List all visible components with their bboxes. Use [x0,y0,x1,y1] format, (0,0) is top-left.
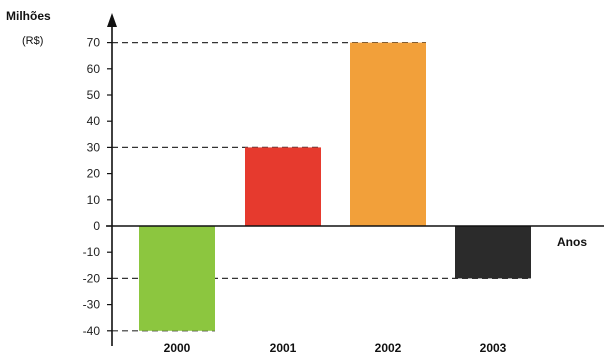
y-tick-label: 70 [87,36,101,50]
axes [106,13,604,346]
x-tick-label: 2002 [375,341,402,355]
bar-2003 [455,226,531,279]
y-axis-unit: (R$) [22,35,43,47]
y-tick-label: 60 [87,62,101,76]
y-tick-label: 0 [93,219,100,233]
y-tick-label: -20 [83,271,101,285]
y-tick-label: 30 [87,140,101,154]
bars [139,42,531,331]
y-ticks: -40 -30 -20 -10 0 10 20 30 40 50 60 70 [83,36,112,338]
y-tick-label: 10 [87,193,101,207]
y-axis-title: Milhões [6,9,51,23]
y-tick-label: -10 [83,245,101,259]
y-tick-label: 40 [87,114,101,128]
bar-2000 [139,226,215,331]
y-tick-label: 50 [87,88,101,102]
x-tick-label: 2000 [164,341,191,355]
x-axis-title: Anos [557,235,587,249]
y-tick-label: -30 [83,298,101,312]
y-axis-arrow [107,13,117,27]
bar-2001 [245,147,321,226]
y-tick-label: 20 [87,167,101,181]
x-tick-labels: 2000 2001 2002 2003 [164,341,507,355]
y-tick-label: -40 [83,324,101,338]
x-tick-label: 2001 [270,341,297,355]
bar-2002 [350,42,426,226]
x-tick-label: 2003 [480,341,507,355]
